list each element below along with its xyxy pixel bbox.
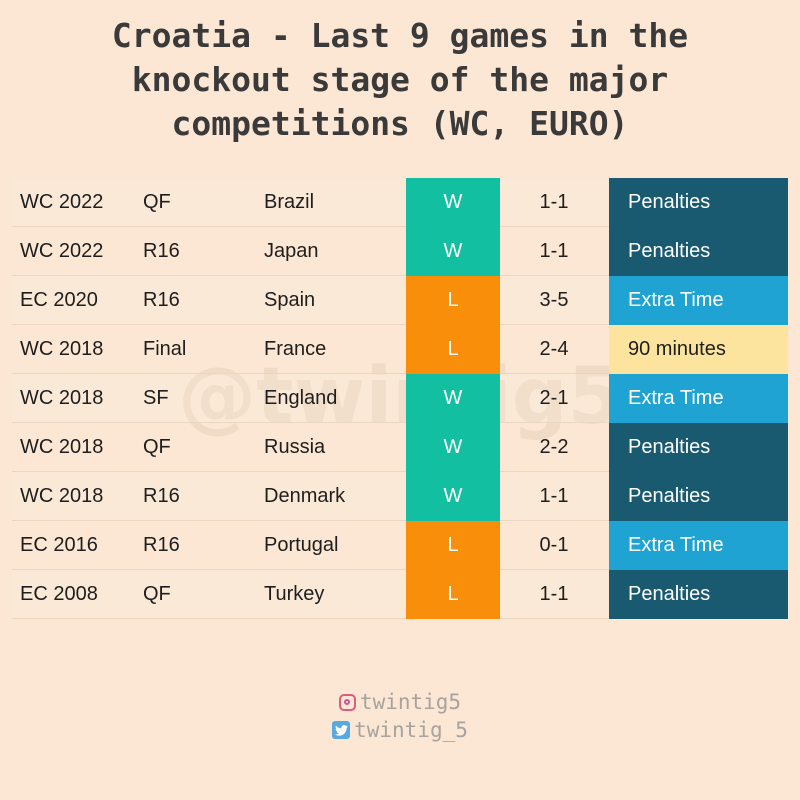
- table-row: WC 2022 R16 Japan W 1-1 Penalties: [12, 227, 788, 276]
- result-cell: L: [406, 276, 500, 325]
- score-cell: 3-5: [539, 289, 569, 311]
- table-row: EC 2008 QF Turkey L 1-1 Penalties: [12, 570, 788, 619]
- table-row: EC 2016 R16 Portugal L 0-1 Extra Time: [12, 521, 788, 570]
- stage-cell: R16: [143, 485, 180, 507]
- result-cell: L: [406, 521, 500, 570]
- table-row: WC 2022 QF Brazil W 1-1 Penalties: [12, 178, 788, 227]
- instagram-icon: [338, 693, 356, 711]
- score-cell: 1-1: [539, 485, 569, 507]
- decided-cell: Penalties: [609, 423, 788, 472]
- opponent-cell: England: [264, 387, 338, 409]
- decided-cell: Penalties: [609, 178, 788, 227]
- chart-title: Croatia - Last 9 games in the knockout s…: [0, 14, 800, 146]
- competition-cell: WC 2018: [20, 387, 104, 409]
- social-handles: twintig5 twintig_5: [0, 688, 800, 744]
- twitter-handle-text: twintig_5: [354, 718, 468, 742]
- twitter-icon: [332, 721, 351, 739]
- result-cell: W: [406, 423, 500, 472]
- result-cell: W: [406, 178, 500, 227]
- score-cell: 2-2: [539, 436, 569, 458]
- stage-cell: Final: [143, 338, 187, 360]
- stage-cell: R16: [143, 289, 180, 311]
- stage-cell: QF: [143, 191, 171, 213]
- title-line-2: knockout stage of the major: [131, 60, 669, 99]
- result-cell: W: [406, 374, 500, 423]
- competition-cell: EC 2008: [20, 583, 98, 605]
- opponent-cell: Portugal: [264, 534, 339, 556]
- competition-cell: WC 2018: [20, 338, 104, 360]
- stage-cell: QF: [143, 583, 171, 605]
- score-cell: 1-1: [539, 583, 569, 605]
- opponent-cell: Brazil: [264, 191, 315, 213]
- decided-cell: Extra Time: [609, 374, 788, 423]
- competition-cell: EC 2016: [20, 534, 98, 556]
- result-cell: W: [406, 472, 500, 521]
- competition-cell: WC 2018: [20, 436, 104, 458]
- table-row: WC 2018 Final France L 2-4 90 minutes: [12, 325, 788, 374]
- score-cell: 2-1: [539, 387, 569, 409]
- table-row: WC 2018 R16 Denmark W 1-1 Penalties: [12, 472, 788, 521]
- score-cell: 1-1: [539, 191, 569, 213]
- result-cell: L: [406, 570, 500, 619]
- competition-cell: WC 2022: [20, 191, 104, 213]
- opponent-cell: Russia: [264, 436, 326, 458]
- decided-cell: Penalties: [609, 227, 788, 276]
- score-cell: 0-1: [539, 534, 569, 556]
- decided-cell: 90 minutes: [609, 325, 788, 374]
- opponent-cell: Spain: [264, 289, 316, 311]
- result-cell: W: [406, 227, 500, 276]
- opponent-cell: France: [264, 338, 327, 360]
- title-line-1: Croatia - Last 9 games in the: [111, 16, 689, 55]
- table-row: WC 2018 SF England W 2-1 Extra Time: [12, 374, 788, 423]
- instagram-handle-text: twintig5: [359, 690, 462, 714]
- score-cell: 1-1: [539, 240, 569, 262]
- opponent-cell: Denmark: [264, 485, 346, 507]
- instagram-handle[interactable]: twintig5: [338, 688, 462, 716]
- score-cell: 2-4: [539, 338, 569, 360]
- opponent-cell: Japan: [264, 240, 319, 262]
- decided-cell: Penalties: [609, 472, 788, 521]
- competition-cell: WC 2022: [20, 240, 104, 262]
- stage-cell: R16: [143, 534, 180, 556]
- competition-cell: WC 2018: [20, 485, 104, 507]
- results-table: WC 2022 QF Brazil W 1-1 Penalties WC 2022 R16 Ja…: [12, 178, 788, 619]
- table-row: WC 2018 QF Russia W 2-2 Penalties: [12, 423, 788, 472]
- decided-cell: Penalties: [609, 570, 788, 619]
- twitter-handle[interactable]: twintig_5: [332, 716, 468, 744]
- title-line-3: competitions (WC, EURO): [171, 104, 629, 143]
- result-cell: L: [406, 325, 500, 374]
- stage-cell: SF: [143, 387, 169, 409]
- stage-cell: QF: [143, 436, 171, 458]
- decided-cell: Extra Time: [609, 276, 788, 325]
- opponent-cell: Turkey: [264, 583, 325, 605]
- competition-cell: EC 2020: [20, 289, 98, 311]
- table-row: EC 2020 R16 Spain L 3-5 Extra Time: [12, 276, 788, 325]
- decided-cell: Extra Time: [609, 521, 788, 570]
- stage-cell: R16: [143, 240, 180, 262]
